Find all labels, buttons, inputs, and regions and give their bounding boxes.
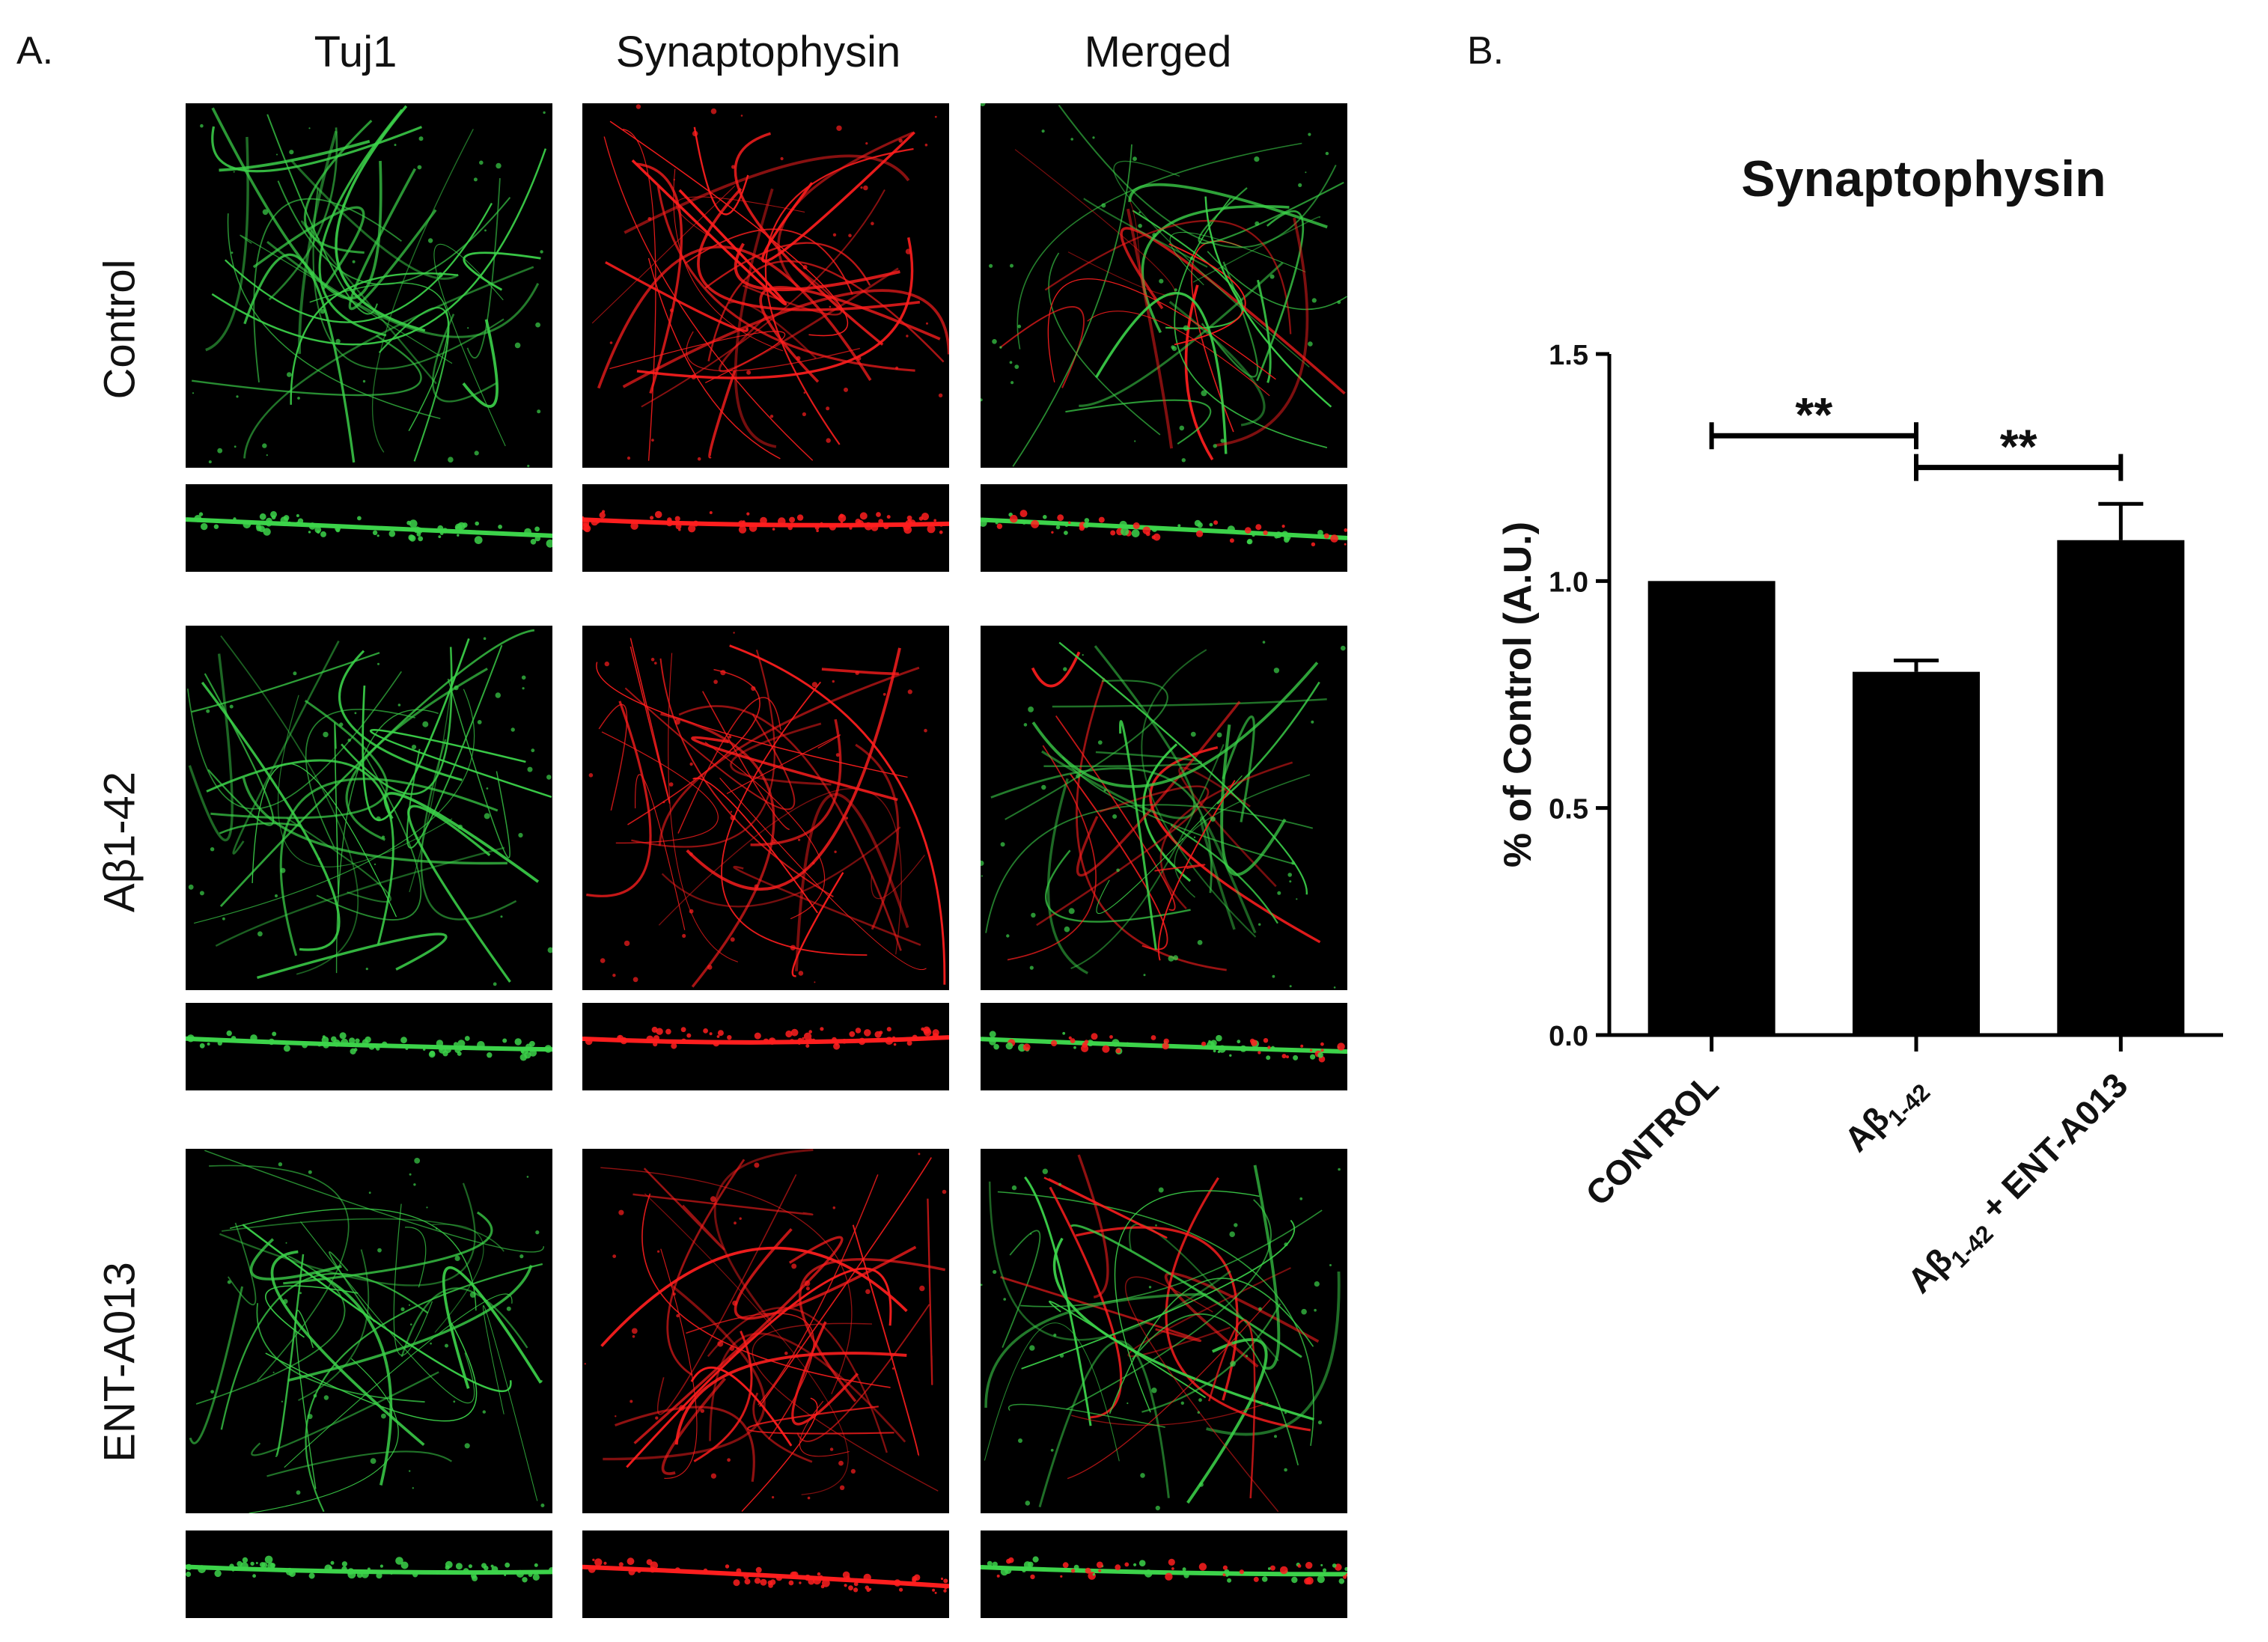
row-label-abeta: Aβ1-42 (95, 771, 144, 913)
micrograph-ent-a013-synaptophysin (582, 1149, 949, 1513)
y-tick-label: 1.5 (1549, 340, 1588, 371)
micrograph-control-merged (981, 103, 1347, 468)
bar-2 (2057, 540, 2185, 1035)
row-label-ent-a013: ENT-A013 (95, 1262, 144, 1462)
panel-b-letter: B. (1467, 29, 1505, 73)
micrograph-strip-control-tuj1 (186, 484, 552, 572)
bar-1 (1853, 671, 1980, 1035)
panel-a-letter: A. (16, 29, 54, 73)
micrograph-strip-control-merged (981, 484, 1347, 572)
row-label-control: Control (95, 259, 144, 400)
column-header-tuj1: Tuj1 (314, 28, 397, 76)
bar-0 (1647, 581, 1775, 1035)
micrograph-strip-abeta-merged (981, 1003, 1347, 1090)
x-tick-label-2: Aβ1-42 + ENT-A013 (1900, 1065, 2140, 1305)
synaptophysin-bar-chart: Synaptophysin % of Control (A.U.) 0.0 0.5 1.… (1496, 150, 2223, 1305)
micrograph-strip-abeta-synaptophysin (582, 1003, 949, 1090)
significance-label-0: ** (1795, 388, 1832, 442)
y-axis-label: % of Control (A.U.) (1496, 522, 1540, 867)
y-tick-label: 0.5 (1549, 794, 1588, 825)
micrograph-strip-ent-a013-merged (981, 1530, 1347, 1618)
y-tick-label: 1.0 (1549, 567, 1588, 598)
micrograph-abeta-tuj1 (186, 626, 552, 990)
chart-title: Synaptophysin (1741, 150, 2106, 207)
micrograph-abeta-synaptophysin (582, 626, 949, 990)
x-tick-label-1: Aβ1-42 (1837, 1065, 1936, 1164)
micrograph-strip-abeta-tuj1 (186, 1003, 552, 1090)
y-tick-label: 0.0 (1549, 1021, 1588, 1052)
micrograph-strip-control-synaptophysin (582, 484, 949, 572)
column-header-synaptophysin: Synaptophysin (615, 28, 901, 76)
significance-label-1: ** (2000, 420, 2037, 474)
micrograph-control-tuj1 (186, 103, 552, 468)
micrograph-abeta-merged (981, 626, 1347, 990)
micrograph-strip-ent-a013-tuj1 (186, 1530, 552, 1618)
column-header-merged: Merged (1084, 28, 1232, 76)
micrograph-ent-a013-tuj1 (186, 1149, 552, 1513)
micrograph-ent-a013-merged (981, 1149, 1347, 1513)
micrograph-strip-ent-a013-synaptophysin (582, 1530, 949, 1618)
micrograph-control-synaptophysin (582, 103, 949, 468)
x-tick-label-0: CONTROL (1578, 1065, 1726, 1213)
